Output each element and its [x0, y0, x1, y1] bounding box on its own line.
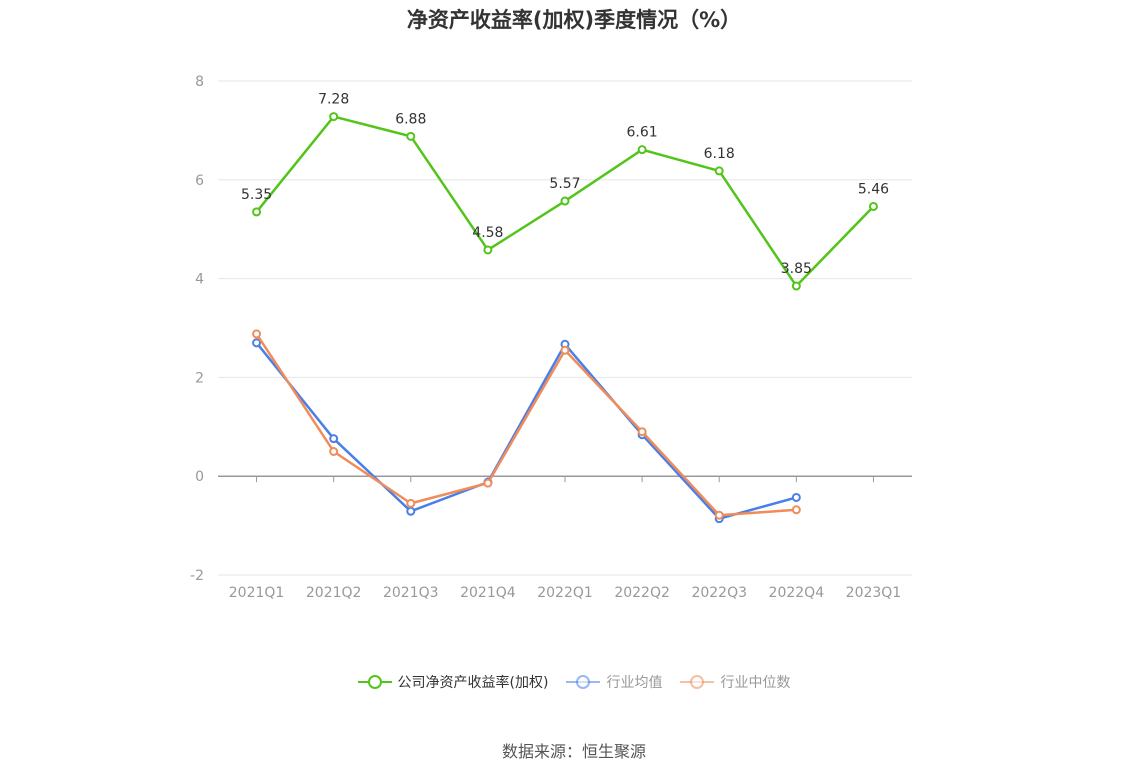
data-point — [406, 498, 416, 508]
x-tick-label: 2021Q3 — [383, 585, 439, 601]
data-point — [637, 145, 647, 155]
data-point — [329, 112, 339, 122]
legend-marker — [357, 675, 392, 689]
data-point — [406, 506, 416, 516]
data-point — [560, 196, 570, 206]
legend-marker — [680, 675, 715, 689]
x-tick-label: 2022Q4 — [769, 585, 825, 601]
data-point — [329, 447, 339, 456]
data-point — [868, 201, 878, 211]
data-point — [252, 329, 262, 339]
data-point — [714, 166, 724, 176]
data-point — [406, 131, 416, 141]
data-point — [252, 207, 262, 217]
series-line-1 — [255, 342, 797, 520]
y-tick-label: 0 — [195, 469, 204, 485]
data-label: 7.28 — [318, 92, 349, 108]
data-label: 6.18 — [704, 146, 735, 162]
y-tick-label: 2 — [195, 370, 204, 386]
chart-title: 净资产收益率(加权)季度情况（%） — [406, 8, 742, 32]
x-tick-label: 2022Q3 — [691, 585, 747, 601]
y-tick-label: 6 — [195, 173, 204, 189]
source-note: 数据来源：恒生聚源 — [501, 742, 646, 761]
line-chart: 8 6 4 2 0 -2 2021Q1 2021Q2 2021Q3 2021Q4 2022Q1 202… — [190, 74, 912, 601]
y-tick-label: 8 — [195, 74, 204, 90]
legend-label: 行业均值 — [606, 675, 663, 691]
x-tick-label: 2021Q4 — [460, 585, 516, 601]
x-tick-label: 2022Q1 — [537, 585, 593, 601]
data-point — [483, 245, 493, 255]
data-label: 5.46 — [858, 181, 889, 197]
data-point — [560, 345, 570, 355]
legend-item-1[interactable]: 行业均值 — [566, 672, 662, 692]
y-tick-label: -2 — [190, 568, 204, 584]
legend-label: 公司净资产收益率(加权) — [397, 675, 549, 691]
data-point — [252, 338, 262, 348]
legend: 公司净资产收益率(加权) 行业均值 行业中位数 — [0, 672, 1148, 692]
legend-label: 行业中位数 — [720, 675, 791, 691]
legend-item-0[interactable]: 公司净资产收益率(加权) — [357, 672, 549, 692]
data-point — [791, 505, 801, 515]
x-tick-label: 2021Q1 — [229, 585, 285, 601]
data-label: 5.35 — [241, 187, 272, 203]
data-point — [791, 281, 801, 291]
data-label: 5.57 — [549, 176, 580, 192]
data-label: 6.61 — [627, 125, 658, 141]
y-tick-label: 4 — [195, 272, 204, 288]
data-label: 3.85 — [781, 261, 812, 277]
data-label: 4.58 — [472, 225, 503, 241]
legend-marker — [566, 675, 601, 689]
data-point — [329, 434, 339, 444]
data-label: 6.88 — [395, 111, 426, 127]
data-point — [791, 492, 801, 502]
x-tick-label: 2022Q2 — [614, 585, 670, 601]
series-line-2 — [255, 333, 797, 517]
x-tick-label: 2021Q2 — [306, 585, 362, 601]
legend-item-2[interactable]: 行业中位数 — [680, 672, 790, 692]
data-point — [637, 427, 647, 437]
data-point — [714, 510, 724, 520]
data-point — [483, 478, 493, 488]
x-tick-label: 2023Q1 — [846, 585, 902, 601]
